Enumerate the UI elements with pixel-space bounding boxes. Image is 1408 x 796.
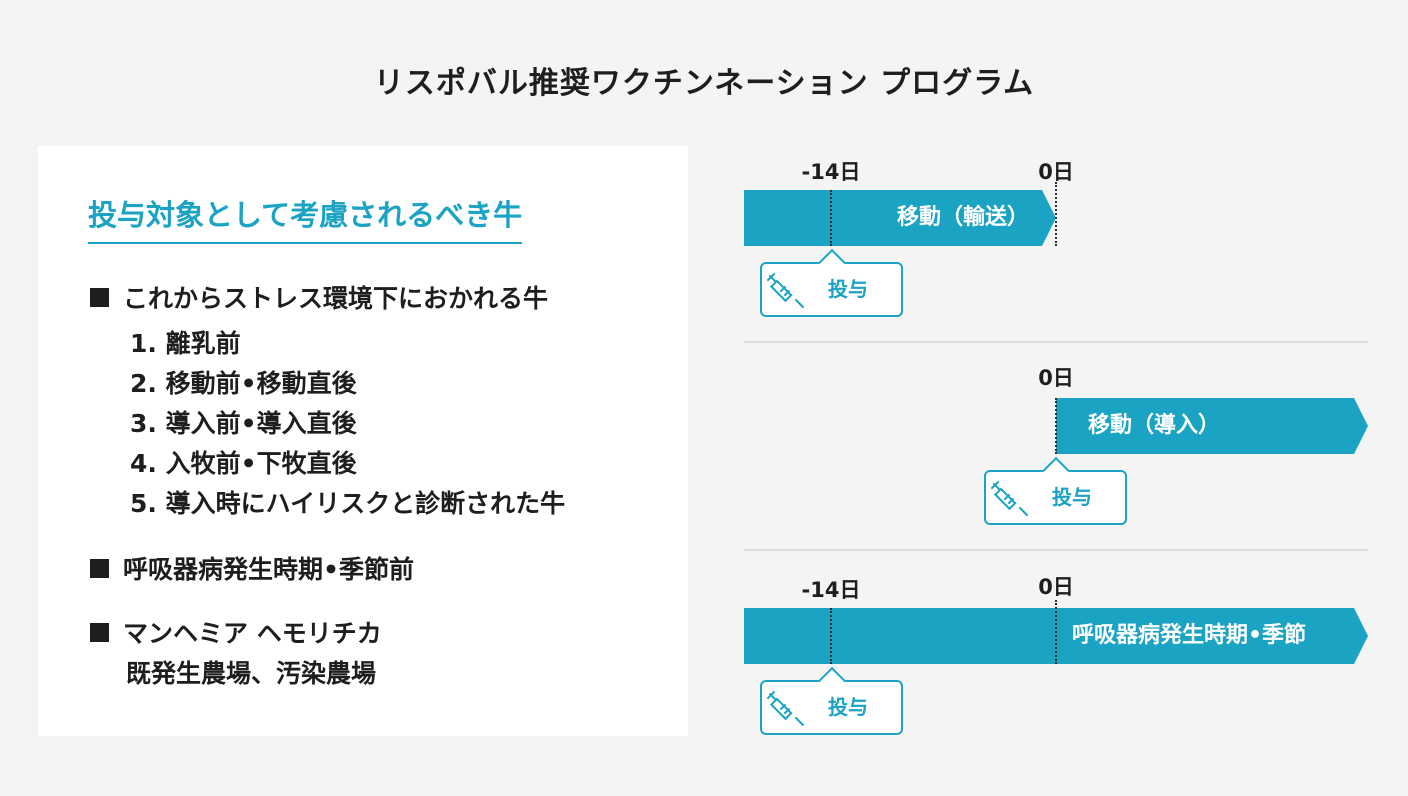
dotted-marker-minus14 xyxy=(830,190,832,246)
section-respiratory-season: 呼吸器病発生時期•季節前 xyxy=(90,550,414,586)
section-title-stress: これからストレス環境下におかれる牛 xyxy=(123,284,549,313)
list-item: 2. 移動前•移動直後 xyxy=(130,369,357,398)
section-mannheimia-subtitle: 既発生農場、汚染農場 xyxy=(126,659,377,688)
list-item: 1. 離乳前 xyxy=(130,329,241,358)
section-title-respiratory: 呼吸器病発生時期•季節前 xyxy=(123,555,414,584)
dose-callout: 投与 xyxy=(760,248,903,317)
timeline-divider xyxy=(744,549,1368,551)
timeline-divider xyxy=(744,341,1368,343)
dotted-marker-zero xyxy=(1055,600,1057,664)
callout-label: 投与 xyxy=(1052,485,1092,509)
stress-item-list: 1. 離乳前 2. 移動前•移動直後 3. 導入前•導入直後 4. 入牧前•下牧… xyxy=(130,326,565,526)
section-mannheimia: マンヘミア ヘモリチカ xyxy=(90,614,382,650)
callout-label: 投与 xyxy=(828,277,868,301)
dose-callout: 投与 xyxy=(760,666,903,735)
dotted-marker-zero xyxy=(1055,182,1057,246)
bar-introduction: 移動（導入） xyxy=(1056,398,1368,454)
bar-label-transport: 移動（輸送） xyxy=(897,205,1030,230)
syringe-icon xyxy=(767,691,804,726)
dotted-marker-zero xyxy=(1055,398,1057,454)
syringe-icon xyxy=(991,481,1028,516)
panel-heading: 投与対象として考慮されるべき牛 xyxy=(88,192,523,244)
section-stress-environment: これからストレス環境下におかれる牛 xyxy=(90,279,548,315)
syringe-icon xyxy=(767,273,804,308)
dotted-marker-minus14 xyxy=(830,608,832,664)
bar-label-introduction: 移動（導入） xyxy=(1088,413,1221,438)
square-bullet-icon xyxy=(90,288,109,307)
day-label-zero: 0日 xyxy=(1038,160,1074,184)
list-item: 3. 導入前•導入直後 xyxy=(130,409,357,438)
target-cattle-panel: 投与対象として考慮されるべき牛 これからストレス環境下におかれる牛 1. 離乳前… xyxy=(38,146,688,736)
list-item: 5. 導入時にハイリスクと診断された牛 xyxy=(130,489,566,518)
day-label-zero: 0日 xyxy=(1038,366,1074,390)
list-item: 4. 入牧前•下牧直後 xyxy=(130,449,357,478)
day-label-minus14: -14日 xyxy=(801,160,861,184)
bar-label-respiratory-season: 呼吸器病発生時期•季節 xyxy=(1072,623,1307,648)
bar-transport: 移動（輸送） xyxy=(744,190,1056,246)
square-bullet-icon xyxy=(90,623,109,642)
day-label-zero: 0日 xyxy=(1038,575,1074,599)
dose-callout: 投与 xyxy=(984,456,1127,525)
day-label-minus14: -14日 xyxy=(801,578,861,602)
callout-label: 投与 xyxy=(828,695,868,719)
section-title-mannheimia: マンヘミア ヘモリチカ xyxy=(123,619,382,648)
page-title: リスポバル推奨ワクチンネーション プログラム xyxy=(373,66,1035,101)
square-bullet-icon xyxy=(90,559,109,578)
